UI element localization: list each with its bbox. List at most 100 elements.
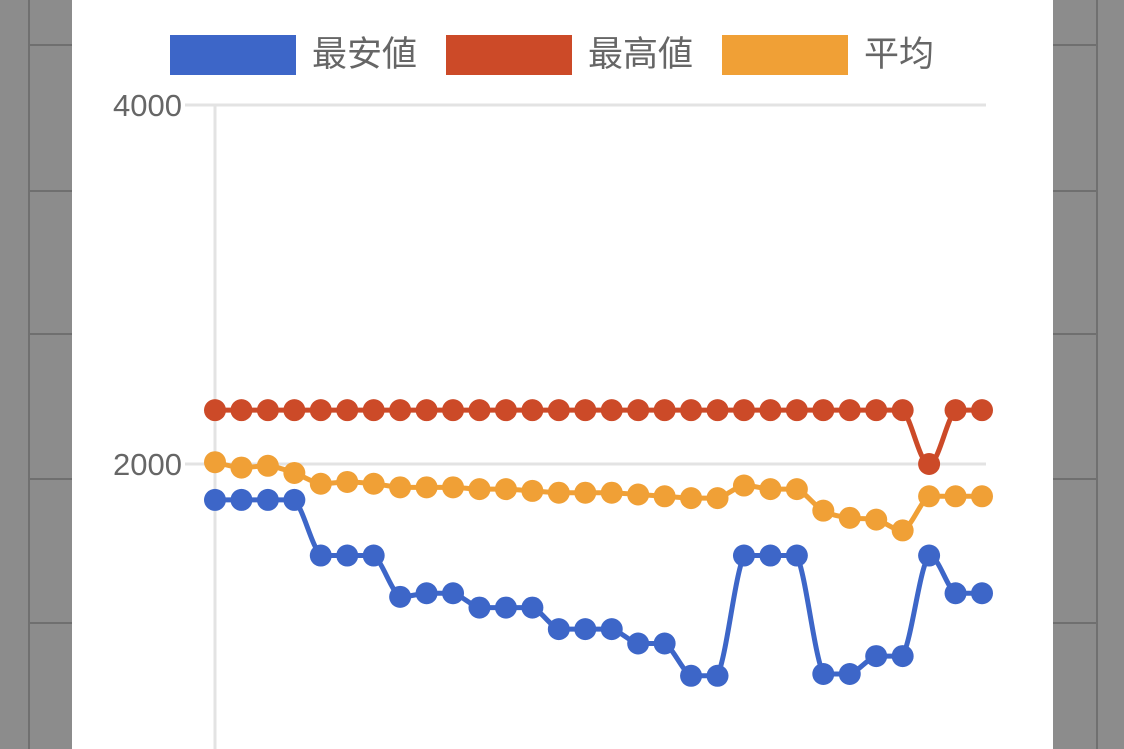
data-point[interactable] xyxy=(547,399,570,422)
series-1 xyxy=(204,488,993,687)
legend-label: 最高値 xyxy=(588,35,694,75)
data-point[interactable] xyxy=(785,478,808,501)
data-point[interactable] xyxy=(732,544,755,567)
data-point[interactable] xyxy=(230,456,253,479)
data-point[interactable] xyxy=(574,618,597,641)
data-point[interactable] xyxy=(521,479,544,502)
data-point[interactable] xyxy=(494,478,517,501)
data-point[interactable] xyxy=(971,399,993,422)
data-point[interactable] xyxy=(547,481,570,504)
data-point[interactable] xyxy=(653,632,676,655)
data-point[interactable] xyxy=(865,508,888,531)
data-point[interactable] xyxy=(812,499,835,522)
data-point[interactable] xyxy=(600,618,623,641)
data-point[interactable] xyxy=(706,487,729,510)
data-point[interactable] xyxy=(204,451,226,474)
data-point[interactable] xyxy=(971,485,993,508)
data-point[interactable] xyxy=(759,544,782,567)
data-point[interactable] xyxy=(732,474,755,497)
data-point[interactable] xyxy=(944,582,967,605)
data-point[interactable] xyxy=(891,645,914,668)
data-point[interactable] xyxy=(389,476,412,499)
data-point[interactable] xyxy=(812,663,835,686)
data-point[interactable] xyxy=(706,399,729,422)
data-point[interactable] xyxy=(680,664,703,687)
background-divider xyxy=(28,0,30,749)
data-point[interactable] xyxy=(759,399,782,422)
data-point[interactable] xyxy=(283,461,306,484)
data-point[interactable] xyxy=(204,488,226,511)
data-point[interactable] xyxy=(785,544,808,567)
data-point[interactable] xyxy=(362,399,385,422)
data-point[interactable] xyxy=(653,485,676,508)
y-axis: 2000 4000 xyxy=(113,88,182,482)
background-divider xyxy=(30,478,72,480)
data-point[interactable] xyxy=(521,596,544,619)
grid xyxy=(185,103,986,749)
data-point[interactable] xyxy=(627,632,650,655)
background-divider xyxy=(1096,0,1098,749)
data-point[interactable] xyxy=(336,399,359,422)
data-point[interactable] xyxy=(627,483,650,506)
series-line xyxy=(214,497,982,679)
data-point[interactable] xyxy=(865,399,888,422)
data-point[interactable] xyxy=(256,454,279,477)
data-point[interactable] xyxy=(574,481,597,504)
data-point[interactable] xyxy=(680,487,703,510)
data-point[interactable] xyxy=(442,399,465,422)
data-point[interactable] xyxy=(653,399,676,422)
data-point[interactable] xyxy=(389,399,412,422)
background-divider xyxy=(30,44,72,46)
data-point[interactable] xyxy=(336,470,359,493)
data-point[interactable] xyxy=(415,476,438,499)
data-point[interactable] xyxy=(547,618,570,641)
data-point[interactable] xyxy=(759,478,782,501)
data-point[interactable] xyxy=(600,481,623,504)
data-point[interactable] xyxy=(230,399,253,422)
data-point[interactable] xyxy=(256,399,279,422)
data-point[interactable] xyxy=(415,399,438,422)
data-point[interactable] xyxy=(468,399,491,422)
data-point[interactable] xyxy=(389,585,412,608)
data-point[interactable] xyxy=(891,399,914,422)
data-point[interactable] xyxy=(309,399,332,422)
data-point[interactable] xyxy=(256,488,279,511)
data-point[interactable] xyxy=(468,596,491,619)
data-point[interactable] xyxy=(442,476,465,499)
data-point[interactable] xyxy=(944,485,967,508)
data-point[interactable] xyxy=(283,488,306,511)
data-point[interactable] xyxy=(521,399,544,422)
data-point[interactable] xyxy=(918,453,941,475)
data-point[interactable] xyxy=(706,664,729,687)
data-point[interactable] xyxy=(838,506,861,529)
data-point[interactable] xyxy=(785,399,808,422)
data-point[interactable] xyxy=(442,582,465,605)
data-point[interactable] xyxy=(865,645,888,668)
data-point[interactable] xyxy=(415,582,438,605)
data-point[interactable] xyxy=(838,663,861,686)
data-point[interactable] xyxy=(812,399,835,422)
data-point[interactable] xyxy=(362,472,385,495)
background-divider xyxy=(30,190,72,192)
data-point[interactable] xyxy=(309,544,332,567)
data-point[interactable] xyxy=(838,399,861,422)
data-point[interactable] xyxy=(362,544,385,567)
data-point[interactable] xyxy=(204,399,226,422)
data-point[interactable] xyxy=(732,399,755,422)
data-point[interactable] xyxy=(891,519,914,542)
data-point[interactable] xyxy=(600,399,623,422)
data-point[interactable] xyxy=(574,399,597,422)
data-point[interactable] xyxy=(494,596,517,619)
data-point[interactable] xyxy=(336,544,359,567)
data-point[interactable] xyxy=(918,544,941,567)
data-point[interactable] xyxy=(468,478,491,501)
data-point[interactable] xyxy=(918,485,941,508)
data-point[interactable] xyxy=(971,582,993,605)
data-point[interactable] xyxy=(230,488,253,511)
data-point[interactable] xyxy=(680,399,703,422)
data-point[interactable] xyxy=(494,399,517,422)
data-point[interactable] xyxy=(627,399,650,422)
data-point[interactable] xyxy=(309,472,332,495)
data-point[interactable] xyxy=(944,399,967,422)
data-point[interactable] xyxy=(283,399,306,422)
